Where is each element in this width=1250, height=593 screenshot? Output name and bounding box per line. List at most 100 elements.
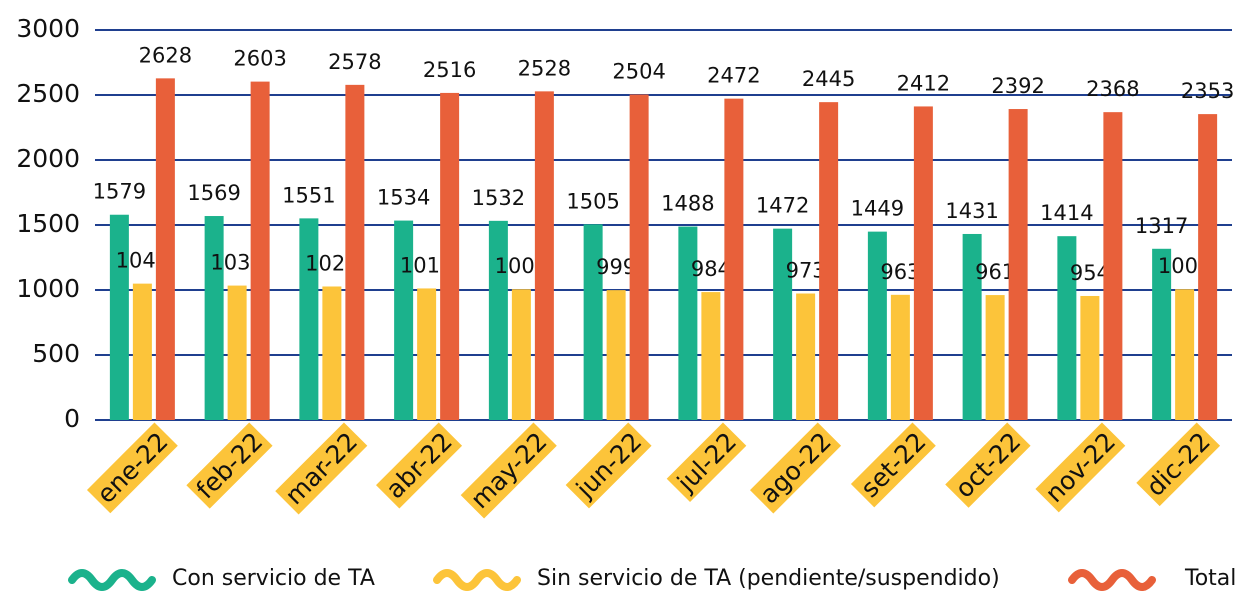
x-tick-label: feb-22 xyxy=(191,427,269,505)
data-label: 1449 xyxy=(851,197,904,221)
bar xyxy=(109,214,129,420)
x-tick: set-22 xyxy=(850,422,936,508)
legend-label: Sin servicio de TA (pendiente/suspendido… xyxy=(537,566,1000,591)
y-tick-label: 1000 xyxy=(16,274,80,303)
data-label: 1472 xyxy=(756,194,809,218)
bar xyxy=(204,216,224,420)
bar xyxy=(1080,295,1100,420)
bar xyxy=(299,218,319,420)
y-tick-label: 500 xyxy=(32,339,80,368)
bar xyxy=(132,283,152,420)
data-label: 2528 xyxy=(518,56,571,80)
data-label: 1431 xyxy=(945,199,998,223)
bar xyxy=(250,81,270,421)
x-tick-background xyxy=(945,422,1031,508)
bar xyxy=(678,226,698,420)
data-label: 2368 xyxy=(1086,77,1139,101)
x-tick-background xyxy=(275,422,368,515)
bar xyxy=(890,294,910,420)
data-label: 1317 xyxy=(1135,214,1188,238)
x-tick-background xyxy=(1136,422,1221,507)
legend-swatch xyxy=(68,569,156,591)
x-tick-label: mar-22 xyxy=(279,427,363,511)
bar xyxy=(1103,112,1123,420)
bar xyxy=(345,84,365,421)
y-tick-label: 2000 xyxy=(16,144,80,173)
data-label: 1534 xyxy=(377,186,430,210)
bar xyxy=(913,106,933,420)
data-label: 2445 xyxy=(802,67,855,91)
x-tick: nov-22 xyxy=(1035,422,1126,513)
bar xyxy=(985,295,1005,420)
x-tick-background xyxy=(86,422,178,514)
bar xyxy=(629,94,649,420)
x-tick-background xyxy=(749,422,842,514)
data-label: 1414 xyxy=(1040,201,1093,225)
bar xyxy=(796,293,816,420)
x-tick-label: may-22 xyxy=(465,427,553,515)
bar xyxy=(322,286,342,420)
x-tick-background xyxy=(850,422,936,508)
x-tick-background xyxy=(666,422,747,503)
x-tick-label: jun-22 xyxy=(570,427,647,504)
bar xyxy=(440,92,460,421)
x-tick-label: ago-22 xyxy=(754,427,837,510)
data-label: 973 xyxy=(786,259,826,283)
bar xyxy=(394,220,414,420)
x-tick: jul-22 xyxy=(666,422,747,503)
bar xyxy=(227,285,247,420)
data-label: 2603 xyxy=(233,47,286,71)
legend: Con servicio de TA Sin servicio de TA (p… xyxy=(68,566,1236,591)
y-tick-label: 3000 xyxy=(16,14,80,43)
y-tick-label: 2500 xyxy=(16,79,80,108)
bar xyxy=(511,289,531,420)
bar xyxy=(155,78,175,421)
bar xyxy=(606,290,626,420)
x-tick-label: jul-22 xyxy=(671,427,742,498)
data-label: 2412 xyxy=(897,71,950,95)
bar xyxy=(819,102,839,421)
data-label: 2628 xyxy=(139,43,192,67)
bar xyxy=(417,288,437,420)
data-label: 2578 xyxy=(328,50,381,74)
data-label: 2392 xyxy=(991,74,1044,98)
bar xyxy=(1057,236,1077,420)
legend-label: Con servicio de TA xyxy=(172,566,375,591)
bar xyxy=(1175,289,1195,420)
bar xyxy=(1152,248,1172,420)
x-tick-label: set-22 xyxy=(855,427,931,503)
x-tick: dic-22 xyxy=(1136,422,1221,507)
data-label: 1488 xyxy=(661,192,714,216)
data-label: 2353 xyxy=(1181,79,1234,103)
legend-swatch xyxy=(1068,569,1156,591)
data-label: 963 xyxy=(880,260,920,284)
x-tick: may-22 xyxy=(460,422,557,519)
y-tick-label: 0 xyxy=(64,404,80,433)
bar xyxy=(1198,114,1218,421)
x-tick: ene-22 xyxy=(86,422,178,514)
x-tick: feb-22 xyxy=(186,422,273,509)
data-label: 961 xyxy=(975,260,1015,284)
data-label: 1551 xyxy=(282,183,335,207)
x-tick-background xyxy=(376,422,463,509)
y-tick-label: 1500 xyxy=(16,209,80,238)
x-tick-label: oct-22 xyxy=(949,427,1026,504)
data-label: 984 xyxy=(691,257,731,281)
bar xyxy=(488,220,508,420)
x-tick-label: dic-22 xyxy=(1141,427,1216,502)
data-label: 1569 xyxy=(187,181,240,205)
data-label: 1579 xyxy=(93,180,146,204)
bar xyxy=(1008,109,1028,420)
x-tick: ago-22 xyxy=(749,422,842,514)
bar xyxy=(867,231,887,420)
data-label: 999 xyxy=(596,255,636,279)
x-tick-background xyxy=(1035,422,1126,513)
x-tick-background xyxy=(460,422,557,519)
bar xyxy=(962,233,982,420)
data-label: 2516 xyxy=(423,58,476,82)
bar xyxy=(534,91,554,421)
x-tick: abr-22 xyxy=(376,422,463,509)
data-label: 1505 xyxy=(566,189,619,213)
x-tick-label: ene-22 xyxy=(91,427,173,509)
bar xyxy=(583,224,603,420)
